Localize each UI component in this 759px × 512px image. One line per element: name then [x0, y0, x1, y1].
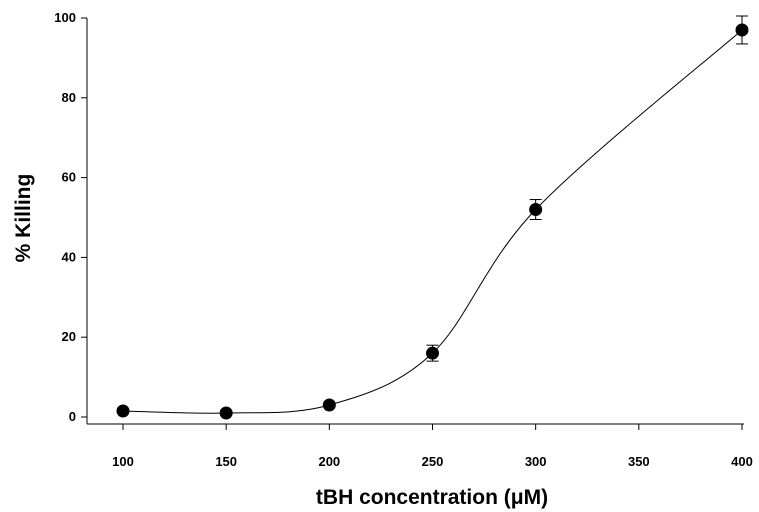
data-point [116, 404, 130, 418]
x-ticks: 100 150 200 250 300 350 400 [112, 424, 753, 469]
data-points [116, 23, 749, 420]
data-point [529, 203, 543, 217]
data-point [735, 23, 749, 37]
y-ticks: 0 20 40 60 80 100 [54, 10, 87, 424]
data-point [219, 406, 233, 420]
x-tick-label: 300 [525, 454, 547, 469]
y-axis-title: % Killing [12, 174, 35, 263]
y-tick-label: 40 [62, 249, 76, 264]
x-tick-label: 400 [731, 454, 753, 469]
x-tick-label: 250 [422, 454, 444, 469]
error-bars [426, 15, 748, 362]
y-tick-label: 80 [62, 90, 76, 105]
x-tick-label: 100 [112, 454, 134, 469]
data-point [322, 398, 336, 412]
y-tick-label: 0 [69, 409, 76, 424]
x-tick-label: 350 [628, 454, 650, 469]
y-tick-label: 20 [62, 329, 76, 344]
data-point [426, 346, 439, 360]
x-tick-label: 150 [215, 454, 237, 469]
y-tick-label: 100 [54, 10, 76, 25]
axes [86, 18, 744, 425]
y-tick-label: 60 [62, 170, 76, 185]
x-tick-label: 200 [318, 454, 340, 469]
x-axis-title: tBH concentration (μM) [316, 486, 548, 509]
